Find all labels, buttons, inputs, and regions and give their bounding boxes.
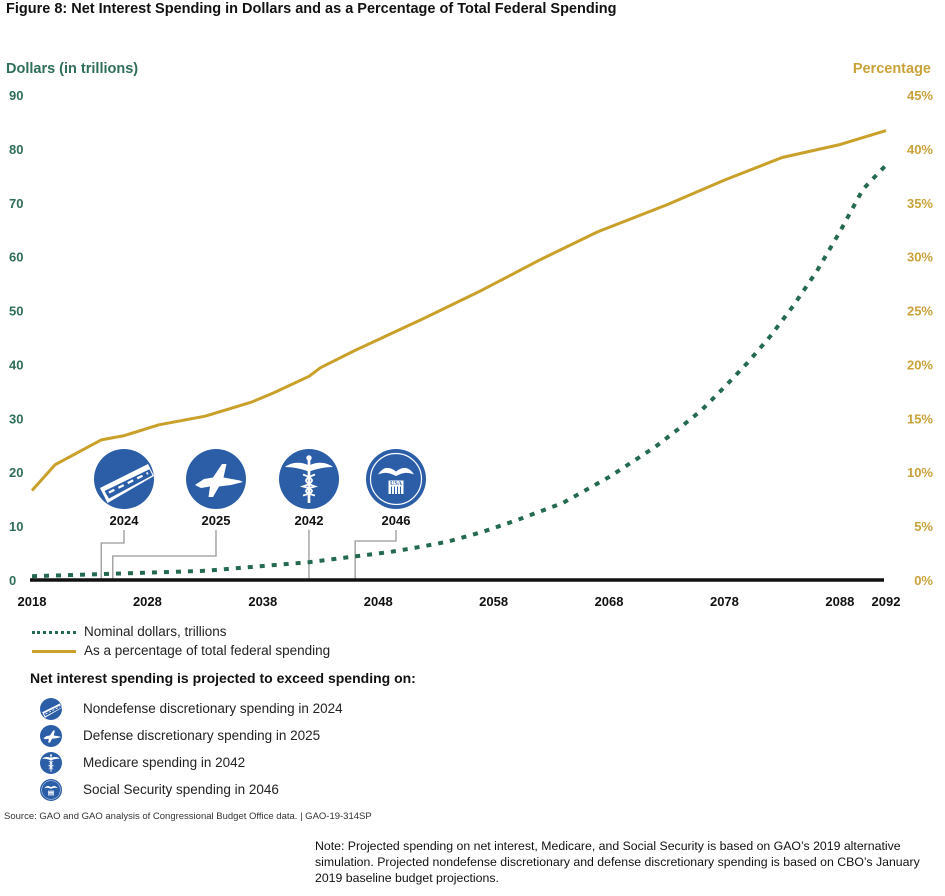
figure-title: Figure 8: Net Interest Spending in Dolla… — [6, 1, 617, 17]
staff-top — [306, 455, 312, 461]
x-tick-label: 2028 — [133, 594, 162, 609]
y-tick-label: 80 — [9, 142, 23, 157]
milestone-year-label: 2046 — [382, 513, 411, 528]
y2-tick-label: 35% — [907, 196, 933, 211]
milestone-year-label: 2042 — [295, 513, 324, 528]
right-axis-ticks: 0% 5% 10% 15% 20% 25% 30% 35% 40% 45% — [907, 88, 933, 588]
caduceus-icon — [279, 449, 339, 509]
right-axis-label: Percentage — [852, 61, 931, 77]
snakes — [47, 760, 55, 769]
dotted-line-swatch — [30, 625, 80, 639]
milestone-connectors — [100, 529, 397, 580]
y-tick-label: 0 — [9, 573, 16, 588]
legend: Nominal dollars, trillions As a percenta… — [30, 622, 330, 660]
milestone-connector — [354, 530, 397, 580]
y-tick-label: 70 — [9, 196, 23, 211]
seal-ring — [41, 779, 61, 800]
road-dashes — [45, 705, 60, 714]
y2-tick-label: 15% — [907, 411, 933, 426]
milestone-year-label: 2025 — [202, 513, 231, 528]
y2-tick-label: 5% — [914, 519, 933, 534]
legend-item-dollars: Nominal dollars, trillions — [30, 622, 330, 641]
milestone-item: USA Social Security spending in 2046 — [40, 776, 343, 803]
solid-line-swatch — [30, 644, 80, 658]
y2-tick-label: 40% — [907, 142, 933, 157]
shield — [48, 790, 54, 795]
shield — [388, 480, 404, 494]
y-tick-label: 90 — [9, 88, 23, 103]
milestone-connector — [100, 530, 125, 580]
dollars-series-line — [31, 163, 888, 579]
milestone-year-label: 2024 — [110, 513, 140, 528]
social-security-seal-icon: USA — [40, 778, 62, 801]
milestones-title: Net interest spending is projected to ex… — [30, 670, 416, 686]
x-tick-label: 2038 — [248, 594, 277, 609]
road-icon — [94, 449, 154, 509]
y-tick-label: 30 — [9, 411, 23, 426]
left-axis-label: Dollars (in trillions) — [6, 61, 139, 77]
source-note: Source: GAO and GAO analysis of Congress… — [4, 811, 372, 822]
milestone-item: Defense discretionary spending in 2025 — [40, 722, 343, 749]
y-tick-label: 40 — [9, 357, 23, 372]
legend-label: As a percentage of total federal spendin… — [84, 643, 331, 658]
caduceus-icon — [40, 751, 62, 774]
wings — [42, 756, 60, 760]
y2-tick-label: 10% — [907, 465, 933, 480]
wings — [285, 462, 333, 472]
milestone-label: Medicare spending in 2042 — [83, 755, 246, 770]
milestone-label: Social Security spending in 2046 — [83, 782, 279, 797]
y-tick-label: 20 — [9, 465, 23, 480]
milestone-label: Nondefense discretionary spending in 202… — [83, 701, 343, 716]
icon-circle — [366, 449, 426, 509]
social-security-seal-icon: USA — [366, 449, 426, 509]
y-tick-label: 60 — [9, 250, 23, 265]
legend-item-percentage: As a percentage of total federal spendin… — [30, 641, 330, 660]
x-tick-label: 2068 — [595, 594, 624, 609]
eagle-wings — [378, 467, 414, 476]
y2-tick-label: 0% — [914, 573, 933, 588]
staff-top — [50, 753, 52, 756]
legend-label: Nominal dollars, trillions — [84, 624, 227, 639]
seal-ring — [369, 452, 423, 506]
icon-circle — [40, 778, 62, 801]
left-axis-ticks: 0 10 20 30 40 50 60 70 80 90 — [9, 88, 23, 588]
eagle-wings — [44, 785, 58, 789]
line-chart: 0 10 20 30 40 50 60 70 80 90 0% 5% 10% 15% 20% 25% 30% 3… — [9, 88, 933, 609]
snakes — [299, 473, 319, 497]
x-tick-label: 2078 — [710, 594, 739, 609]
series-layer — [30, 129, 888, 579]
footnote: Note: Projected spending on net interest… — [315, 839, 920, 885]
percentage-series-line — [30, 129, 887, 492]
jet-shape — [43, 730, 61, 743]
x-tick-label: 2092 — [872, 594, 901, 609]
y-tick-label: 50 — [9, 304, 23, 319]
milestone-connector — [112, 530, 217, 580]
x-tick-label: 2048 — [364, 594, 393, 609]
milestone-item: Medicare spending in 2042 — [40, 749, 343, 776]
fighter-jet-icon — [186, 449, 246, 509]
x-axis-ticks: 2018 2028 2038 2048 2058 2068 2078 2088 2092 — [18, 594, 901, 609]
y2-tick-label: 25% — [907, 304, 933, 319]
road-dashes — [108, 471, 149, 494]
milestone-icons: 2024 2025 2042 2046 USA — [94, 449, 426, 528]
seal-usa-text: USA — [49, 790, 54, 793]
fighter-jet-icon — [40, 724, 62, 747]
milestones-list: Nondefense discretionary spending in 202… — [40, 695, 343, 803]
y2-tick-label: 20% — [907, 357, 933, 372]
y-tick-label: 10 — [9, 519, 23, 534]
x-tick-label: 2058 — [479, 594, 508, 609]
seal-usa-text: USA — [390, 481, 403, 487]
y2-tick-label: 30% — [907, 250, 933, 265]
x-tick-label: 2018 — [18, 594, 47, 609]
x-tick-label: 2088 — [825, 594, 854, 609]
y2-tick-label: 45% — [907, 88, 933, 103]
milestone-item: Nondefense discretionary spending in 202… — [40, 695, 343, 722]
jet-shape — [195, 464, 243, 497]
road-icon — [40, 697, 62, 720]
milestone-label: Defense discretionary spending in 2025 — [83, 728, 321, 743]
